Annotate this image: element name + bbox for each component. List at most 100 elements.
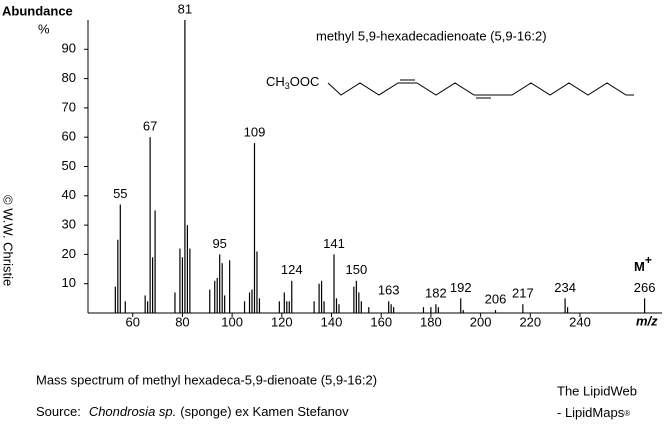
x-tick-label: 200 <box>470 314 492 329</box>
peak <box>253 143 256 313</box>
chain <box>327 82 634 96</box>
peak <box>243 301 246 313</box>
peak <box>119 204 121 313</box>
compound-name: methyl 5,9-hexadecadienoate (5,9-16:2) <box>316 28 547 43</box>
y-tick-label: 60 <box>62 129 76 144</box>
x-tick-label: 80 <box>175 314 189 329</box>
peak <box>390 304 392 313</box>
peak-label: 206 <box>485 292 507 307</box>
peak <box>184 20 186 313</box>
peak <box>209 289 211 313</box>
peak-label: 234 <box>554 280 576 295</box>
peak <box>154 210 156 313</box>
peak <box>358 292 360 313</box>
structure-tail: OOC <box>290 74 320 89</box>
source: Source: Chondrosia sp. (sponge) ex Kamen S… <box>36 404 349 419</box>
peak <box>320 280 323 313</box>
y-tick-label: 40 <box>62 187 76 202</box>
peak <box>318 283 320 313</box>
y-tick-label: 80 <box>62 70 76 85</box>
copyright: © W.W. Christie <box>1 195 16 286</box>
peak-label: 217 <box>512 286 534 301</box>
site-name: The LipidWeb <box>557 383 637 398</box>
y-tick-label: 10 <box>62 275 76 290</box>
peak <box>221 263 223 313</box>
peak <box>248 292 251 313</box>
peak <box>251 289 253 313</box>
y-axis-label: Abundance <box>2 3 73 18</box>
peak <box>566 307 569 313</box>
peak-label: 266 <box>634 280 656 295</box>
x-tick-label: 120 <box>271 314 293 329</box>
peak <box>147 301 149 313</box>
peak-label: 109 <box>244 124 266 139</box>
peak-label: 141 <box>323 236 345 251</box>
peak <box>460 298 462 313</box>
peak <box>368 307 370 313</box>
caption: Mass spectrum of methyl hexadeca-5,9-die… <box>36 372 377 387</box>
peak <box>338 304 340 313</box>
peak-label: 81 <box>178 1 192 16</box>
structure <box>327 79 634 99</box>
peak <box>360 301 362 313</box>
peak <box>214 280 216 313</box>
peak <box>179 248 181 313</box>
peak-label: 182 <box>425 286 447 301</box>
peak <box>435 304 437 313</box>
peak <box>144 295 146 313</box>
y-tick-label: 90 <box>62 41 76 56</box>
peak <box>224 295 226 313</box>
peak <box>313 301 315 313</box>
source-species: Chondrosia sp. <box>89 404 176 419</box>
peak <box>216 277 218 313</box>
peak <box>117 239 119 313</box>
y-tick-label: 70 <box>62 99 76 114</box>
source-prefix: Source: <box>36 404 81 419</box>
peak-label: 95 <box>212 236 226 251</box>
peak <box>430 307 432 313</box>
peak-label: 67 <box>143 119 157 134</box>
source-rest: (sponge) ex Kamen Stefanov <box>180 404 349 419</box>
structure-head: CH <box>266 74 285 89</box>
site-sub: - LipidMaps® <box>557 405 630 420</box>
peak <box>462 310 464 313</box>
peak-label: 55 <box>113 186 127 201</box>
peak <box>174 292 176 313</box>
peak <box>229 260 231 313</box>
peak <box>644 298 646 313</box>
peak <box>189 248 191 313</box>
ion-letter: M <box>634 259 645 274</box>
peak <box>291 280 293 313</box>
peak <box>186 225 188 313</box>
peak <box>353 286 355 313</box>
peak <box>181 257 184 313</box>
peak <box>422 307 425 313</box>
peak <box>124 301 126 313</box>
peak <box>278 301 280 313</box>
peak <box>388 301 390 313</box>
x-tick-label: 140 <box>321 314 343 329</box>
ion-charge: + <box>645 253 652 267</box>
peak <box>149 137 151 313</box>
structure-label: CH3OOC <box>266 74 319 91</box>
peak <box>437 307 439 313</box>
peak <box>522 304 524 313</box>
peak <box>288 301 290 313</box>
peak <box>283 292 285 313</box>
peak <box>333 254 335 313</box>
peak-label: 192 <box>450 280 472 295</box>
peak <box>152 257 154 313</box>
y-tick-label: 30 <box>62 217 76 232</box>
peak <box>323 301 325 313</box>
x-tick-label: 160 <box>370 314 392 329</box>
structure-sub: 3 <box>285 81 290 91</box>
peak-label: 124 <box>281 262 303 277</box>
peak <box>256 251 258 313</box>
x-tick-label: 60 <box>125 314 139 329</box>
x-tick-label: 180 <box>420 314 442 329</box>
peak <box>355 280 357 313</box>
molecular-ion: M+ <box>634 253 652 274</box>
x-tick-label: 240 <box>569 314 591 329</box>
y-unit: % <box>38 21 50 36</box>
